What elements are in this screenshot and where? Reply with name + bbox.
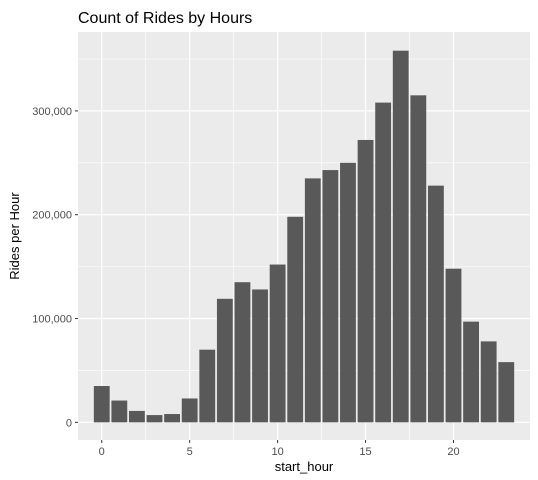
- y-tick-label: 300,000: [32, 106, 72, 118]
- bar-hour-11: [287, 216, 304, 423]
- bar-hour-4: [164, 414, 181, 423]
- bar-hour-14: [340, 162, 356, 423]
- bar-hour-13: [322, 170, 339, 423]
- bar-hour-10: [269, 264, 286, 423]
- bar-hour-22: [480, 341, 497, 423]
- bar-hour-12: [304, 178, 321, 423]
- bar-hour-17: [392, 50, 409, 423]
- x-tick-label: 5: [187, 446, 193, 458]
- bar-hour-6: [199, 349, 216, 423]
- bar-hour-2: [129, 410, 145, 423]
- x-tick-label: 20: [447, 446, 459, 458]
- bar-hour-18: [410, 95, 427, 423]
- x-tick-label: 15: [359, 446, 371, 458]
- bar-hour-21: [463, 321, 479, 423]
- y-tick-label: 200,000: [32, 210, 72, 222]
- bar-hour-3: [146, 415, 163, 423]
- y-tick-label: 0: [66, 417, 72, 429]
- bars-layer: [93, 50, 515, 423]
- bar-hour-0: [93, 386, 110, 423]
- bar-hour-15: [357, 139, 374, 423]
- x-tick-label: 0: [99, 446, 105, 458]
- bar-hour-19: [427, 185, 444, 423]
- bar-hour-20: [445, 268, 462, 423]
- bar-hour-7: [216, 298, 233, 423]
- x-tick-label: 10: [271, 446, 283, 458]
- y-axis-title: Rides per Hour: [7, 192, 22, 280]
- bar-hour-16: [375, 102, 392, 423]
- x-axis-title: start_hour: [275, 459, 334, 474]
- chart-title: Count of Rides by Hours: [78, 10, 252, 27]
- bar-hour-1: [111, 400, 128, 423]
- bar-hour-9: [252, 289, 268, 423]
- bar-hour-8: [234, 282, 251, 423]
- bar-hour-5: [181, 398, 198, 423]
- axis-layer: 0 5 10 15 20 0 100,000 200,000 300,000: [32, 106, 459, 458]
- y-tick-label: 100,000: [32, 314, 72, 326]
- bar-hour-23: [498, 362, 515, 423]
